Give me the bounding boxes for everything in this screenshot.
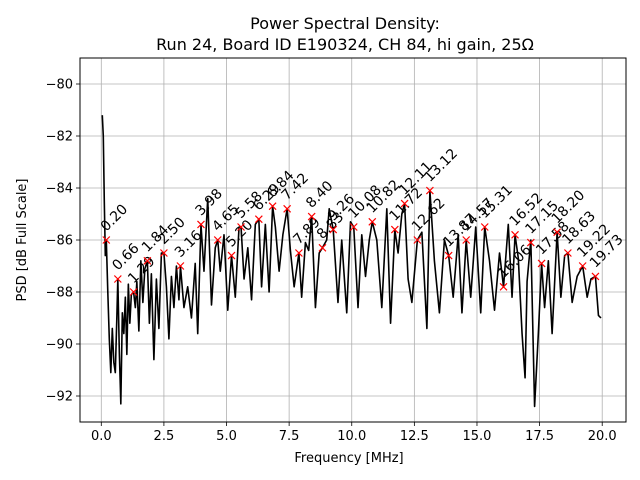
peak-marker <box>113 275 122 283</box>
x-axis-ticks: 0.0 2.5 5.0 7.5 10.0 12.5 15.0 17.5 20.0 <box>91 422 617 444</box>
peak-marker <box>227 251 236 260</box>
peak-marker <box>444 251 453 260</box>
y-tick-label: −92 <box>46 390 73 405</box>
peak-marker <box>591 272 600 281</box>
y-tick-label: −88 <box>46 286 73 301</box>
peak-marker <box>268 202 277 211</box>
y-tick-label: −80 <box>46 78 73 93</box>
peak-marker <box>462 236 471 244</box>
x-tick-label: 15.0 <box>463 429 492 444</box>
x-tick-label: 10.0 <box>337 429 366 444</box>
peak-marker <box>176 262 185 270</box>
peak-marker <box>197 220 205 229</box>
peak-marker <box>213 236 222 244</box>
y-tick-label: −86 <box>46 234 73 249</box>
peak-marker <box>102 236 111 244</box>
x-tick-label: 5.0 <box>216 429 237 444</box>
peak-marker <box>400 199 409 208</box>
peak-marker <box>349 223 358 231</box>
peak-marker <box>368 217 377 226</box>
peak-marker <box>294 249 303 257</box>
peak-marker <box>413 236 422 244</box>
peak-marker <box>425 186 434 195</box>
x-tick-label: 7.5 <box>279 429 300 444</box>
peak-marker <box>537 259 546 268</box>
x-tick-label: 20.0 <box>588 429 617 444</box>
peak-marker <box>159 249 168 257</box>
x-tick-label: 0.0 <box>91 429 112 444</box>
y-axis-label: PSD [dB Full Scale] <box>15 178 30 301</box>
peak-marker <box>283 204 292 213</box>
peak-marker <box>143 256 152 265</box>
peak-marker <box>254 215 263 224</box>
peak-marker <box>511 230 519 239</box>
peak-marker <box>499 282 508 291</box>
peak-marker <box>129 288 138 296</box>
y-tick-label: −84 <box>46 182 73 197</box>
peak-marker <box>318 243 327 252</box>
peak-marker <box>526 238 535 247</box>
peak-marker <box>553 228 562 237</box>
chart-subtitle: Run 24, Board ID E190324, CH 84, hi gain… <box>156 35 534 54</box>
peak-marker <box>578 262 587 270</box>
peak-marker <box>237 223 245 231</box>
x-tick-label: 12.5 <box>400 429 429 444</box>
peak-marker <box>390 225 399 234</box>
x-axis-label: Frequency [MHz] <box>294 451 403 466</box>
y-tick-label: −82 <box>46 130 73 145</box>
x-tick-label: 2.5 <box>154 429 175 444</box>
psd-line <box>101 115 602 408</box>
chart-title: Power Spectral Density: <box>250 14 440 33</box>
peak-marker <box>307 212 316 221</box>
peak-marker <box>329 225 338 234</box>
y-tick-label: −90 <box>46 338 73 353</box>
plot-area <box>101 115 602 408</box>
x-tick-label: 17.5 <box>525 429 554 444</box>
y-axis-ticks: −92 −90 −88 −86 −84 −82 −80 <box>46 78 80 405</box>
peak-marker <box>563 249 572 257</box>
peak-marker <box>480 223 489 231</box>
